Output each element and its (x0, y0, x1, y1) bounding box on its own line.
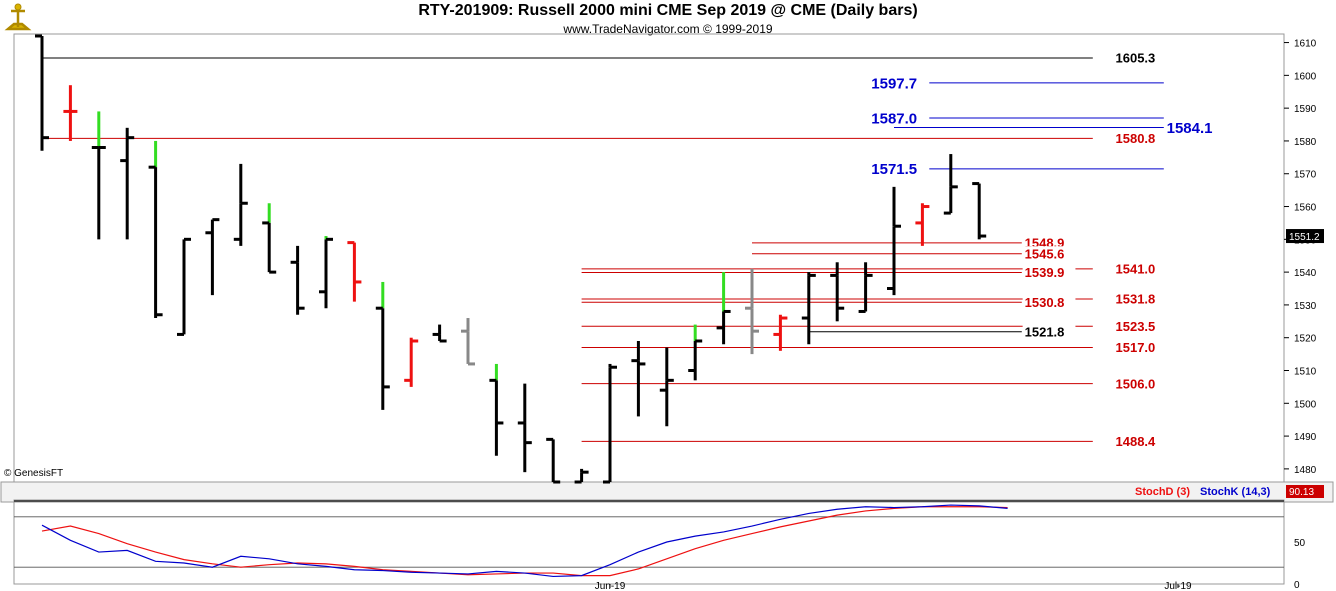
stochastic-last-value: 90.13 (1289, 487, 1314, 498)
time-tick-label: Jul-19 (1164, 581, 1192, 591)
level-label-bg (1113, 130, 1167, 146)
price-tick-label: 1560 (1294, 203, 1317, 214)
time-tick-label: Jun-19 (595, 581, 626, 591)
level-label-bg (1022, 294, 1076, 310)
price-tick-label: 1570 (1294, 170, 1317, 181)
level-label-bg (1022, 324, 1076, 340)
price-tick-label: 1520 (1294, 334, 1317, 345)
ohlc-bar (858, 262, 873, 313)
price-tick-label: 1480 (1294, 465, 1317, 476)
ohlc-bar (262, 203, 277, 274)
ohlc-bar (517, 383, 532, 473)
ohlc-bar (887, 186, 901, 296)
price-tick-label: 1530 (1294, 301, 1317, 312)
level-label: 1597.7 (871, 75, 917, 92)
level-label-bg (1113, 433, 1167, 449)
level-label-bg (869, 160, 930, 178)
ohlc-bar (659, 347, 674, 427)
ohlc-bar (432, 324, 447, 343)
ohlc-bar (574, 468, 589, 484)
level-label: 1580.8 (1116, 131, 1156, 146)
level-label-bg (1113, 291, 1167, 307)
stochastic-tick-label: 0 (1294, 580, 1300, 591)
price-tick-label: 1510 (1294, 367, 1317, 378)
price-tick-label: 1600 (1294, 71, 1317, 82)
level-label-bg (1113, 376, 1167, 392)
chart-subtitle: www.TradeNavigator.com © 1999-2019 (563, 22, 773, 36)
stochastic-legend-entry: StochD (3) (1135, 486, 1190, 498)
level-label: 1587.0 (871, 110, 917, 127)
stochastic-tick-label: 50 (1294, 538, 1306, 549)
ohlc-bar (603, 363, 617, 484)
level-label-bg (1022, 264, 1076, 280)
trade-navigator-logo (2, 2, 34, 34)
ohlc-bar (148, 140, 163, 319)
ohlc-bar (404, 337, 419, 387)
ohlc-bar (631, 340, 646, 417)
ohlc-bar (375, 281, 390, 410)
level-label: 1530.8 (1025, 295, 1065, 310)
ohlc-bar (205, 218, 220, 296)
stochastic-panel-frame (13, 499, 1285, 585)
level-label: 1584.1 (1167, 120, 1213, 137)
level-label-bg (1113, 340, 1167, 356)
ohlc-bar (943, 154, 958, 215)
ohlc-bar (63, 85, 78, 141)
copyright-label: © GenesisFT (4, 468, 64, 479)
level-label-bg (1022, 246, 1076, 262)
level-label: 1506.0 (1116, 376, 1156, 391)
stochastic-legend-entry: StochK (14,3) (1200, 486, 1271, 498)
price-tick-label: 1580 (1294, 137, 1317, 148)
level-label: 1531.8 (1116, 292, 1156, 307)
ohlc-bar (745, 268, 759, 355)
ohlc-bar (120, 127, 135, 240)
price-tick-label: 1540 (1294, 268, 1317, 279)
ohlc-bar (91, 111, 106, 240)
price-tick-label: 1500 (1294, 399, 1317, 410)
ohlc-bar (35, 34, 49, 151)
ohlc-bar (177, 237, 191, 336)
level-label-bg (869, 109, 930, 127)
last-price-label: 1551.2 (1289, 232, 1320, 243)
level-label-bg (1113, 50, 1167, 66)
stochastic-series-line (41, 504, 1008, 578)
ohlc-bar (688, 324, 703, 381)
ohlc-bar (915, 203, 930, 246)
ohlc-bar (489, 363, 504, 456)
ohlc-bar (830, 262, 845, 322)
ohlc-bar (290, 245, 305, 315)
price-tick-label: 1490 (1294, 432, 1317, 443)
level-label: 1545.6 (1025, 246, 1065, 261)
ohlc-bar (716, 272, 731, 345)
level-label-bg (1164, 118, 1225, 136)
ohlc-bar (801, 272, 816, 345)
ohlc-bar (546, 437, 561, 484)
price-tick-label: 1610 (1294, 39, 1317, 50)
last-price-box (1286, 229, 1324, 244)
ohlc-bar (773, 314, 788, 351)
level-label-bg (869, 74, 930, 92)
level-label: 1517.0 (1116, 340, 1156, 355)
level-label: 1521.8 (1025, 324, 1065, 339)
ohlc-bar (461, 318, 475, 366)
ohlc-bar (233, 163, 248, 246)
level-label: 1571.5 (871, 161, 917, 178)
level-label: 1539.9 (1025, 265, 1065, 280)
ohlc-bar (319, 236, 333, 309)
level-label-bg (1113, 261, 1167, 277)
price-tick-label: 1590 (1294, 104, 1317, 115)
stochastic-last-value-box (1286, 485, 1324, 498)
level-label: 1605.3 (1116, 51, 1156, 66)
level-label: 1541.0 (1116, 262, 1156, 277)
level-label: 1488.4 (1116, 434, 1157, 449)
level-label: 1523.5 (1116, 319, 1156, 334)
ohlc-bar (972, 182, 987, 240)
indicator-legend-strip (0, 481, 1334, 503)
level-label-bg (1113, 318, 1167, 334)
ohlc-bar (347, 241, 362, 302)
price-panel-frame (13, 33, 1285, 485)
chart-title: RTY-201909: Russell 2000 mini CME Sep 20… (418, 2, 918, 19)
